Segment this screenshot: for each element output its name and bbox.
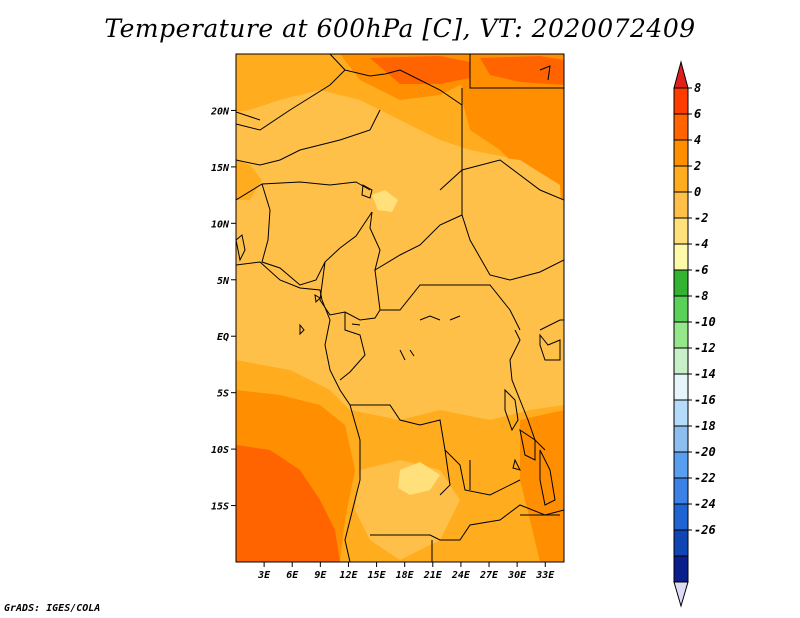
colorbar-label: -10	[694, 315, 716, 329]
colorbar-label: -6	[694, 263, 708, 277]
colorbar: 8 6 4 2 0 -2 -4 -6 -8 -10 -12 -14 -16 -18 -20 -22 -24 -26	[673, 60, 716, 608]
lat-label: 15N	[211, 163, 230, 174]
colorbar-swatch	[673, 555, 689, 583]
colorbar-label: 6	[694, 107, 701, 121]
colorbar-label: -2	[694, 211, 708, 225]
colorbar-label: 0	[694, 185, 701, 199]
field-south-cool	[398, 462, 440, 495]
map-frame	[235, 53, 565, 563]
colorbar-swatch	[673, 373, 689, 401]
colorbar-label: 2	[693, 159, 701, 173]
field-north-cool	[372, 190, 398, 212]
colorbar-swatch	[673, 139, 689, 167]
colorbar-swatch	[673, 321, 689, 349]
colorbar-swatch	[673, 295, 689, 323]
colorbar-label: -16	[694, 393, 716, 407]
longitude-axis: 3E 6E 9E 12E 15E 18E 21E 24E 27E 30E 33E	[257, 562, 555, 581]
colorbar-swatch	[673, 217, 689, 245]
colorbar-label: -8	[694, 289, 708, 303]
colorbar-swatch	[673, 451, 689, 479]
lon-label: 15E	[368, 570, 387, 581]
lon-label: 18E	[396, 570, 415, 581]
colorbar-swatch	[673, 503, 689, 531]
lat-label: 15S	[211, 502, 229, 513]
colorbar-label: -14	[694, 367, 716, 381]
lon-label: 27E	[479, 570, 499, 581]
lon-label: 9E	[314, 570, 327, 581]
colorbar-swatch	[673, 425, 689, 453]
field-northeast-hottest	[480, 56, 564, 85]
field-west-warm	[236, 160, 262, 200]
colorbar-label: 4	[694, 133, 701, 147]
map-title: Temperature at 600hPa [C], VT: 202007240…	[104, 14, 696, 43]
field-southeast-hot	[520, 410, 564, 562]
colorbar-swatch	[673, 529, 689, 557]
field-north-hottest	[370, 56, 470, 84]
colorbar-swatch	[673, 477, 689, 505]
colorbar-top-arrow	[673, 60, 689, 89]
lon-label: 3E	[257, 570, 271, 581]
lat-label: EQ	[217, 332, 229, 343]
colorbar-label: -4	[694, 237, 708, 251]
colorbar-swatch	[673, 347, 689, 375]
colorbar-swatch	[673, 269, 689, 297]
temperature-field	[236, 54, 564, 562]
lon-label: 6E	[286, 570, 299, 581]
colorbar-label: -22	[694, 471, 716, 485]
grads-credit: GrADS: IGES/COLA	[4, 603, 101, 614]
latitude-axis: 20N 15N 10N 5N EQ 5S 10S 15S	[210, 106, 236, 513]
lat-label: 5N	[217, 276, 230, 287]
field-east-inner	[440, 150, 564, 270]
colorbar-label: -12	[694, 341, 716, 355]
field-southwest-hottest	[236, 445, 340, 562]
colorbar-label: 8	[694, 81, 701, 95]
colorbar-swatch	[673, 243, 689, 271]
lat-label: 10S	[211, 445, 229, 456]
lon-label: 12E	[339, 570, 358, 581]
lon-label: 33E	[535, 570, 555, 581]
colorbar-label: -24	[694, 497, 716, 511]
field-northeast-hot	[460, 54, 564, 200]
coastlines-borders	[236, 54, 564, 562]
colorbar-label: -26	[694, 523, 716, 537]
colorbar-label: -18	[694, 419, 716, 433]
colorbar-swatch	[673, 87, 689, 115]
colorbar-swatch	[673, 399, 689, 427]
colorbar-bottom-arrow	[673, 581, 689, 608]
colorbar-swatch	[673, 191, 689, 219]
lat-label: 5S	[217, 389, 229, 400]
lat-label: 10N	[211, 219, 230, 230]
colorbar-swatch	[673, 165, 689, 193]
lon-label: 21E	[423, 570, 443, 581]
colorbar-label: -20	[694, 445, 716, 459]
lon-label: 30E	[507, 570, 527, 581]
colorbar-swatch	[673, 113, 689, 141]
lon-label: 24E	[451, 570, 471, 581]
lat-label: 20N	[210, 106, 230, 117]
